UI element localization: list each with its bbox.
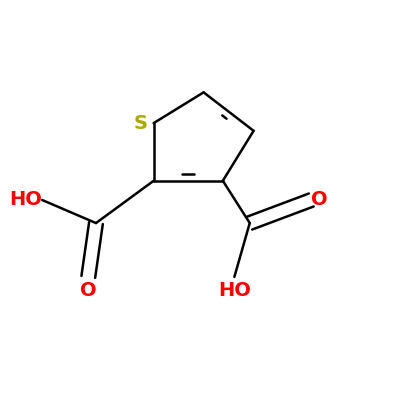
Text: S: S: [133, 114, 147, 133]
Text: O: O: [80, 281, 97, 300]
Text: O: O: [311, 190, 328, 210]
Text: HO: HO: [218, 281, 251, 300]
Text: HO: HO: [9, 190, 42, 210]
